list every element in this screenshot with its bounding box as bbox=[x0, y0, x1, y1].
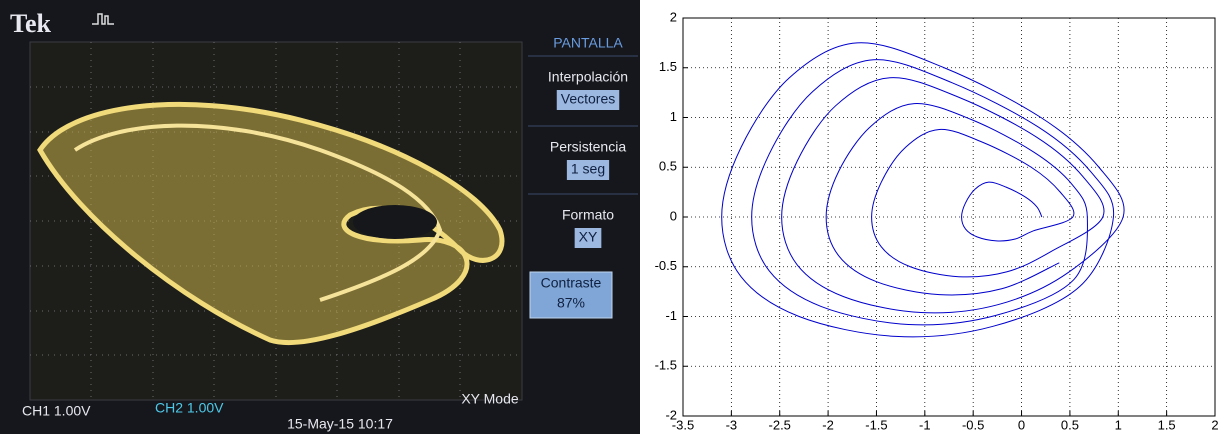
y-tick-label: 0.5 bbox=[659, 159, 677, 174]
mode: XY Mode bbox=[461, 391, 519, 407]
oscilloscope: Tek PANTALLA Interpolación Vectores Persis… bbox=[0, 0, 640, 434]
menu-setting: 87% bbox=[557, 295, 585, 311]
x-tick-label: -3 bbox=[726, 417, 738, 432]
menu-setting: 1 seg bbox=[571, 161, 605, 177]
menu-label: Persistencia bbox=[550, 139, 626, 155]
x-tick-label: 0 bbox=[1018, 417, 1025, 432]
y-tick-label: 0 bbox=[670, 208, 677, 223]
y-tick-label: 1.5 bbox=[659, 59, 677, 74]
y-tick-label: 2 bbox=[670, 9, 677, 24]
menu-setting: XY bbox=[579, 229, 598, 245]
y-tick-label: -1 bbox=[665, 308, 677, 323]
ch1-scale: CH1 1.00V bbox=[22, 403, 91, 419]
menu-title: PANTALLA bbox=[553, 35, 623, 51]
x-tick-label: -0.5 bbox=[962, 417, 984, 432]
page: Tek PANTALLA Interpolación Vectores Persis… bbox=[0, 0, 1225, 434]
x-tick-label: 1.5 bbox=[1158, 417, 1176, 432]
scope-trace-hole bbox=[353, 205, 437, 239]
x-tick-label: 0.5 bbox=[1061, 417, 1079, 432]
menu-label: Interpolación bbox=[548, 69, 628, 85]
ch2-scale: CH2 1.00V bbox=[155, 400, 224, 416]
x-tick-label: 1 bbox=[1115, 417, 1122, 432]
figure: Tek PANTALLA Interpolación Vectores Persis… bbox=[0, 0, 1225, 434]
y-tick-label: 1 bbox=[670, 109, 677, 124]
y-tick-label: -1.5 bbox=[655, 358, 677, 373]
x-tick-label: -1.5 bbox=[865, 417, 887, 432]
x-tick-label: -2.5 bbox=[769, 417, 791, 432]
y-tick-label: -0.5 bbox=[655, 258, 677, 273]
x-tick-label: -1 bbox=[919, 417, 931, 432]
x-tick-label: 2 bbox=[1211, 417, 1218, 432]
menu-label: Formato bbox=[562, 207, 614, 223]
menu-setting: Vectores bbox=[561, 91, 615, 107]
x-tick-label: -2 bbox=[822, 417, 834, 432]
brand: Tek bbox=[10, 9, 51, 38]
timestamp: 15-May-15 10:17 bbox=[287, 416, 393, 432]
y-tick-label: -2 bbox=[665, 407, 677, 422]
menu-label: Contraste bbox=[541, 275, 602, 291]
